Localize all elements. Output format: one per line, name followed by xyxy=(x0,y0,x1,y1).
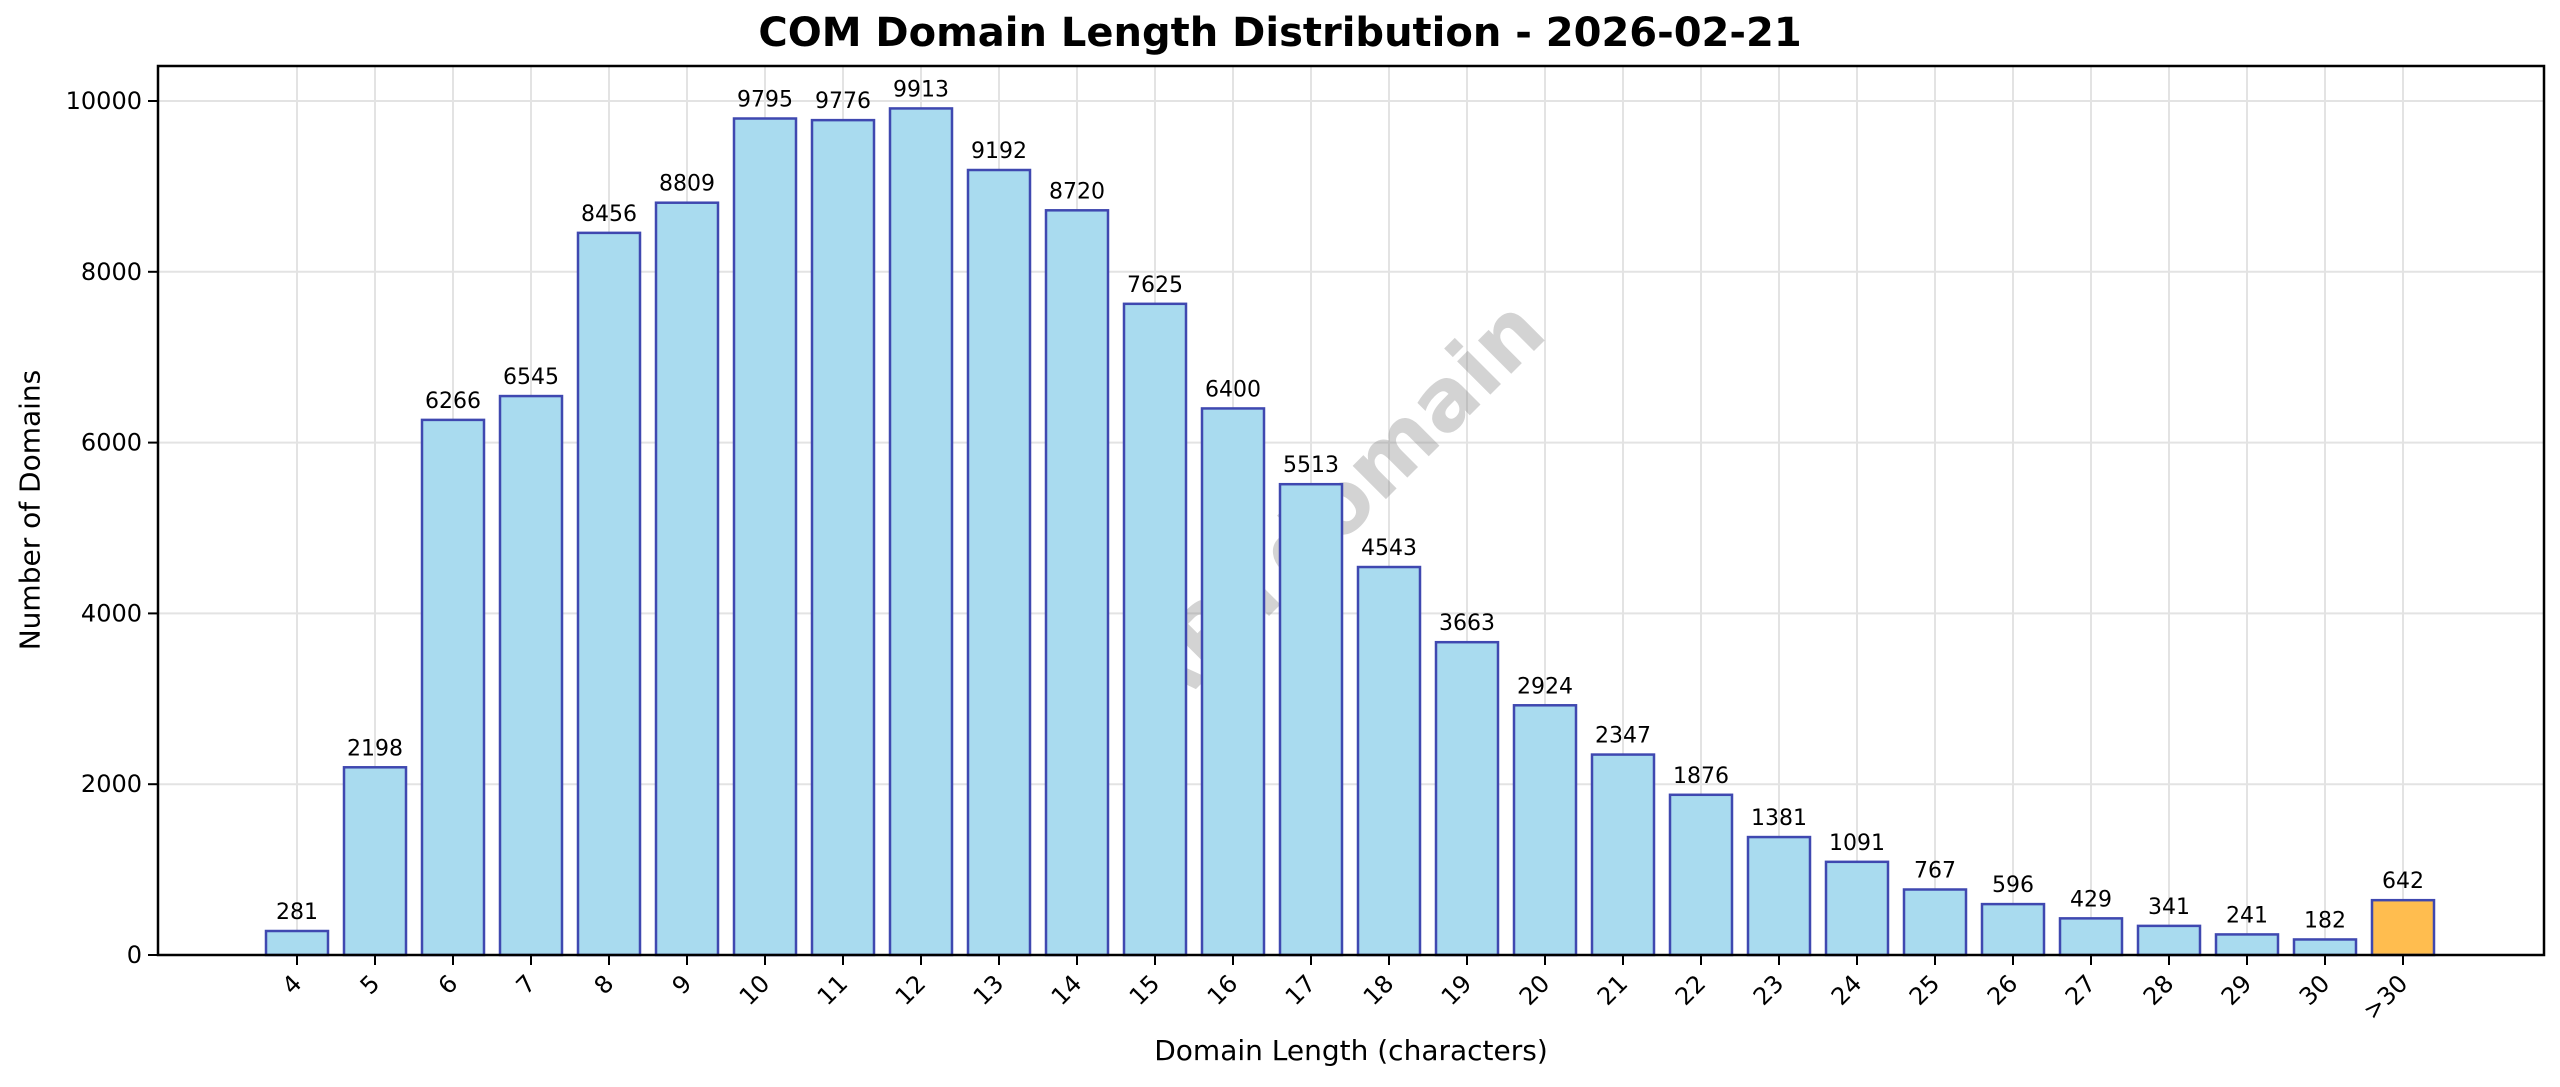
bar xyxy=(2370,898,2436,957)
x-tick-label: 26 xyxy=(1982,969,2023,1010)
bar-value-label: 9776 xyxy=(815,89,871,114)
y-tick-label: 8000 xyxy=(81,258,142,286)
x-tick-label: 17 xyxy=(1280,969,1321,1010)
bar xyxy=(498,394,564,957)
x-tick-label: 22 xyxy=(1670,969,1711,1010)
x-tick-label: 30 xyxy=(2294,969,2335,1010)
bar-value-label: 8720 xyxy=(1049,179,1105,204)
x-tick-label: 28 xyxy=(2138,969,2179,1010)
bar-value-label: 8809 xyxy=(659,172,715,197)
bar xyxy=(1980,902,2046,957)
x-tick-label: 10 xyxy=(734,969,775,1010)
bar xyxy=(1356,565,1422,957)
bar xyxy=(1590,753,1656,957)
bar-value-label: 9192 xyxy=(971,139,1027,164)
bar xyxy=(1512,704,1578,957)
bar-value-label: 6545 xyxy=(503,365,559,390)
x-tick-label: >30 xyxy=(2358,969,2414,1025)
bar-value-label: 241 xyxy=(2226,903,2268,928)
bar xyxy=(888,107,954,957)
bar xyxy=(654,201,720,957)
x-tick-label: 21 xyxy=(1592,969,1633,1010)
bar xyxy=(1746,835,1812,957)
x-tick-label: 23 xyxy=(1748,969,1789,1010)
bar xyxy=(1902,888,1968,957)
bar-value-label: 281 xyxy=(276,900,318,925)
x-tick-label: 15 xyxy=(1124,969,1165,1010)
x-tick-label: 6 xyxy=(433,969,464,1000)
bar-value-label: 2347 xyxy=(1595,724,1651,749)
bar xyxy=(2136,924,2202,957)
x-tick-label: 5 xyxy=(355,969,386,1000)
x-tick-label: 16 xyxy=(1202,969,1243,1010)
y-tick-label: 6000 xyxy=(81,429,142,457)
y-tick-label: 2000 xyxy=(81,770,142,798)
y-tick-label: 4000 xyxy=(81,599,142,627)
bar xyxy=(1278,482,1344,957)
bar-value-label: 642 xyxy=(2382,869,2424,894)
bar xyxy=(1044,209,1110,957)
x-tick-label: 18 xyxy=(1358,969,1399,1010)
bar-value-label: 429 xyxy=(2070,887,2112,912)
bar xyxy=(2292,938,2358,957)
bar xyxy=(1122,302,1188,957)
x-tick-label: 9 xyxy=(667,969,698,1000)
y-tick-label: 10000 xyxy=(66,87,142,115)
bar-value-label: 5513 xyxy=(1283,453,1339,478)
bar-value-label: 1876 xyxy=(1673,764,1729,789)
bar xyxy=(1434,640,1500,957)
plot-frame xyxy=(156,64,2546,957)
bar-value-label: 6266 xyxy=(425,389,481,414)
bar-value-label: 9795 xyxy=(737,88,793,113)
bar-value-label: 341 xyxy=(2148,895,2190,920)
bar xyxy=(2214,933,2280,957)
x-tick-label: 24 xyxy=(1826,969,1867,1010)
bar xyxy=(1824,860,1890,957)
x-tick-label: 12 xyxy=(890,969,931,1010)
bar-value-label: 3663 xyxy=(1439,611,1495,636)
chart-title: COM Domain Length Distribution - 2026-02… xyxy=(758,10,1802,56)
bar xyxy=(810,118,876,957)
bar xyxy=(1200,407,1266,957)
bar-value-label: 596 xyxy=(1992,873,2034,898)
bar xyxy=(966,168,1032,957)
x-tick-label: 13 xyxy=(968,969,1009,1010)
bar xyxy=(342,766,408,957)
bar xyxy=(2058,917,2124,957)
bar-value-label: 7625 xyxy=(1127,273,1183,298)
bar-value-label: 6400 xyxy=(1205,377,1261,402)
bar-value-label: 4543 xyxy=(1361,536,1417,561)
x-tick-label: 4 xyxy=(277,969,308,1000)
bar-value-label: 2924 xyxy=(1517,674,1573,699)
y-tick-label: 0 xyxy=(127,941,142,969)
x-tick-label: 19 xyxy=(1436,969,1477,1010)
bar xyxy=(576,231,642,957)
bar-value-label: 8456 xyxy=(581,202,637,227)
x-tick-label: 27 xyxy=(2060,969,2101,1010)
x-axis-label: Domain Length (characters) xyxy=(1154,1034,1548,1067)
x-tick-label: 8 xyxy=(589,969,620,1000)
bar-value-label: 9913 xyxy=(893,77,949,102)
bar xyxy=(420,418,486,957)
bar-value-label: 2198 xyxy=(347,736,403,761)
x-tick-label: 20 xyxy=(1514,969,1555,1010)
bar-value-label: 1091 xyxy=(1829,831,1885,856)
x-tick-label: 14 xyxy=(1046,969,1087,1010)
x-tick-label: 11 xyxy=(812,969,853,1010)
bar-value-label: 182 xyxy=(2304,908,2346,933)
x-tick-label: 25 xyxy=(1904,969,1945,1010)
x-tick-label: 7 xyxy=(511,969,542,1000)
bar-value-label: 767 xyxy=(1914,858,1956,883)
bar-value-label: 1381 xyxy=(1751,806,1807,831)
bar xyxy=(264,929,330,957)
x-tick-label: 29 xyxy=(2216,969,2257,1010)
bar xyxy=(1668,793,1734,957)
bar xyxy=(732,117,798,957)
